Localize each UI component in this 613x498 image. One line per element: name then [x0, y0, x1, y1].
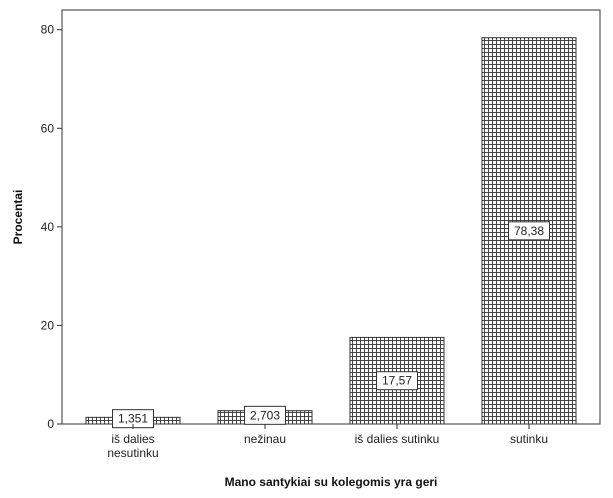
x-tick-label: nesutinku — [107, 446, 158, 460]
y-tick-label: 0 — [47, 417, 54, 431]
data-label: 78,38 — [514, 224, 544, 238]
y-axis: 0 20 40 60 80 — [41, 23, 62, 431]
x-tick-label: sutinku — [510, 432, 548, 446]
x-tick-label: iš dalies — [111, 432, 154, 446]
y-tick-label: 80 — [41, 23, 55, 37]
x-tick-label: nežinau — [244, 432, 286, 446]
y-tick-label: 40 — [41, 220, 55, 234]
x-tick-label: iš dalies sutinku — [355, 432, 440, 446]
data-label: 1,351 — [118, 412, 148, 426]
bars-group: 1,351 2,703 17,57 78,38 — [85, 37, 577, 429]
y-axis-title: Procentai — [11, 190, 25, 245]
y-tick-label: 20 — [41, 318, 55, 332]
data-label: 2,703 — [250, 408, 280, 422]
y-tick-label: 60 — [41, 121, 55, 135]
data-label-box — [508, 221, 550, 241]
data-label: 17,57 — [382, 374, 412, 388]
data-label-box — [376, 371, 418, 391]
x-axis-title: Mano santykiai su kolegomis yra geri — [225, 475, 438, 489]
